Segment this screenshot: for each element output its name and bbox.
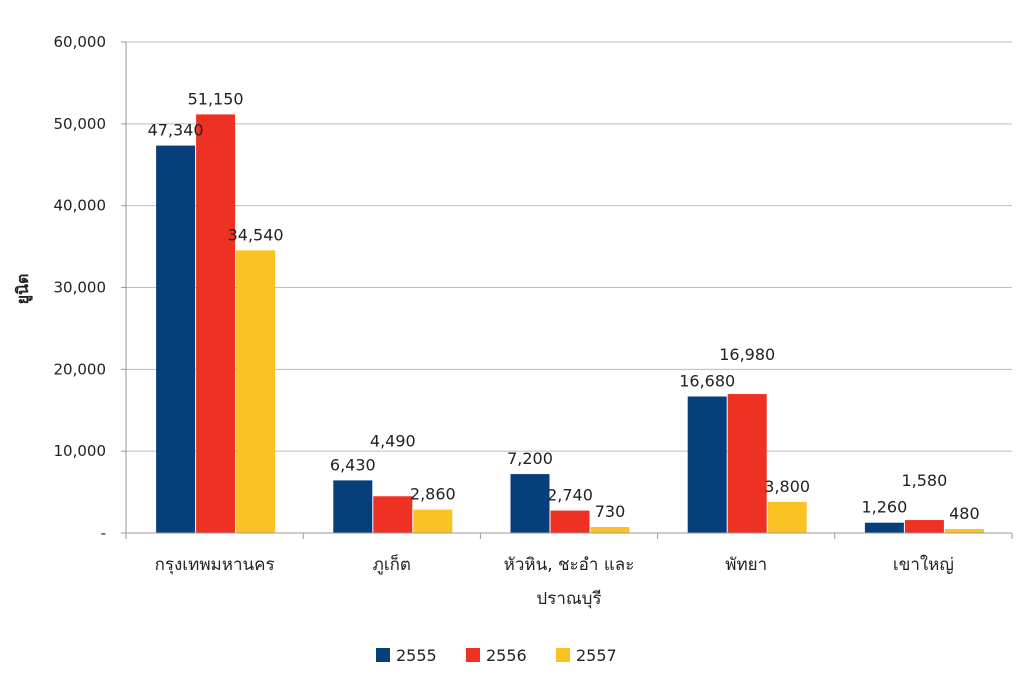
data-label: 6,430 xyxy=(330,455,376,474)
bar-2556 xyxy=(550,510,590,533)
bar-2555 xyxy=(687,396,727,533)
x-category-label: หัวหิน, ชะอำ และ xyxy=(504,555,635,575)
x-category-label: เขาใหญ่ xyxy=(893,554,954,575)
y-tick-label: 20,000 xyxy=(54,360,107,378)
y-tick-label: - xyxy=(101,524,106,542)
data-label: 480 xyxy=(949,504,980,523)
y-tick-label: 30,000 xyxy=(54,279,107,297)
x-category-label: ภูเก็ต xyxy=(373,553,411,575)
bar-2557 xyxy=(413,509,453,533)
data-label: 16,680 xyxy=(679,372,735,391)
legend-swatch-2555 xyxy=(376,648,390,662)
y-tick-label: 60,000 xyxy=(54,33,107,51)
bar-2555 xyxy=(156,145,196,533)
bar-2557 xyxy=(944,529,984,533)
y-tick-label: 10,000 xyxy=(54,442,107,460)
bar-2555 xyxy=(864,522,904,533)
data-label: 7,200 xyxy=(507,449,553,468)
bar-2555 xyxy=(333,480,373,533)
data-label: 51,150 xyxy=(188,89,244,108)
data-label: 2,860 xyxy=(410,485,456,504)
data-label: 16,980 xyxy=(719,345,775,364)
bar-2557 xyxy=(236,250,276,534)
y-axis-title: ยูนิต xyxy=(13,274,34,305)
data-label: 1,580 xyxy=(901,471,947,490)
legend-swatch-2556 xyxy=(466,648,480,662)
legend: 2555 2556 2557 xyxy=(376,646,617,665)
bar-2557 xyxy=(590,527,630,533)
x-category-label: ปราณบุรี xyxy=(536,589,601,609)
axes: - 10,000 20,000 30,000 40,000 50,000 60,000 กรุ… xyxy=(54,33,1013,609)
data-labels: 47,340 51,150 34,540 6,430 4,490 2,860 7,200 2,… xyxy=(148,89,980,523)
bar-2556 xyxy=(904,520,944,533)
legend-label: 2556 xyxy=(486,646,527,665)
data-label: 730 xyxy=(595,502,626,521)
x-category-label: กรุงเทพมหานคร xyxy=(155,555,275,575)
data-label: 2,740 xyxy=(547,486,593,505)
data-label: 47,340 xyxy=(148,121,204,140)
legend-swatch-2557 xyxy=(556,648,570,662)
x-category-label: พัทยา xyxy=(725,555,767,575)
bars xyxy=(156,114,984,534)
data-label: 1,260 xyxy=(861,498,907,517)
y-tick-label: 50,000 xyxy=(54,115,107,133)
data-label: 4,490 xyxy=(370,431,416,450)
y-tick-label: 40,000 xyxy=(54,197,107,215)
data-label: 3,800 xyxy=(764,477,810,496)
bar-2557 xyxy=(767,501,807,533)
bar-2556 xyxy=(196,114,236,534)
legend-label: 2555 xyxy=(396,646,437,665)
bar-2556 xyxy=(373,496,413,533)
bar-2555 xyxy=(510,474,550,533)
data-label: 34,540 xyxy=(228,225,284,244)
bar-2556 xyxy=(727,394,767,533)
legend-label: 2557 xyxy=(576,646,617,665)
